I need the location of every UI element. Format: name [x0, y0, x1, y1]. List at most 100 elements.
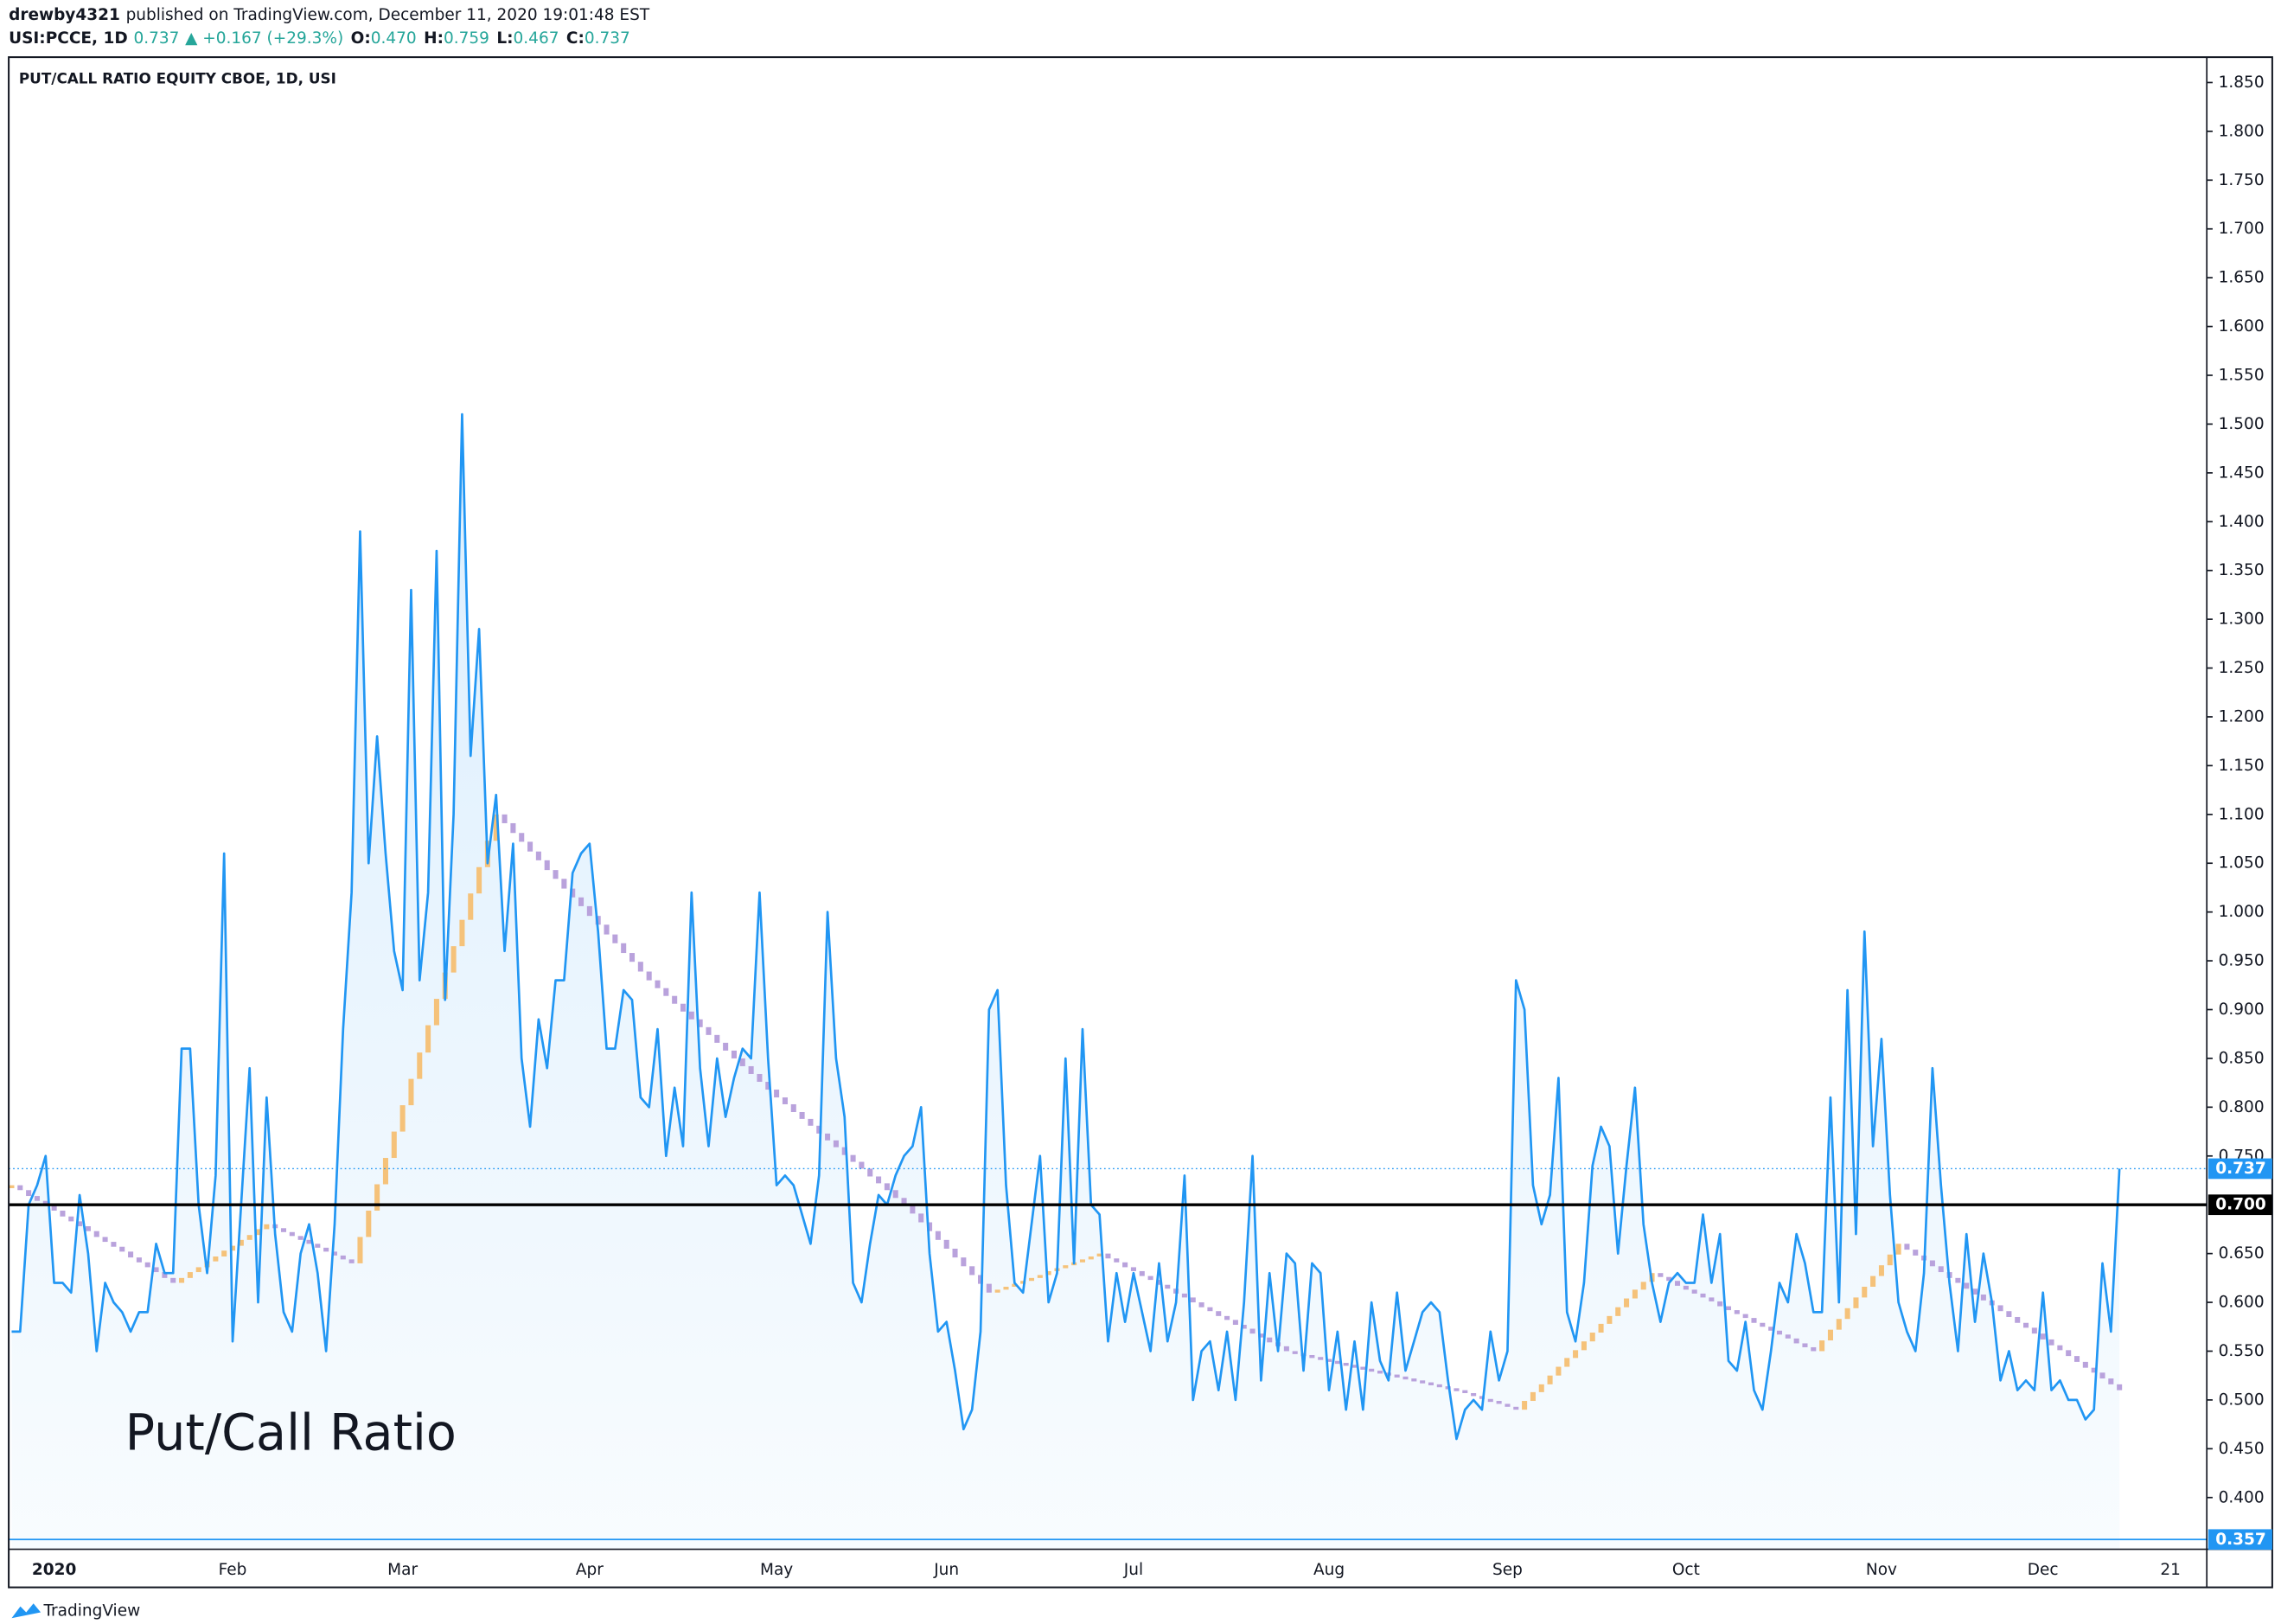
ma-step: [2091, 1367, 2097, 1373]
ma-step: [93, 1231, 99, 1237]
y-tick-label: 1.100: [2219, 805, 2265, 823]
ohlc-key: L:: [496, 29, 513, 48]
y-tick-label: 0.550: [2219, 1342, 2265, 1360]
last-price: 0.737: [133, 29, 179, 48]
ma-step: [1232, 1320, 1238, 1326]
ma-step: [238, 1239, 244, 1246]
ma-step: [85, 1226, 91, 1231]
ma-step: [646, 971, 652, 981]
ohlc-key: C:: [566, 29, 585, 48]
ma-step: [1862, 1286, 1868, 1298]
ma-step: [119, 1246, 125, 1252]
ma-step: [289, 1231, 295, 1237]
ma-step: [527, 841, 534, 852]
line: [11, 412, 2121, 1441]
y-tick-label: 0.800: [2219, 1098, 2265, 1116]
symbol-line: USI:PCCE, 1D 0.737 ▲ +0.167 (+29.3%) O:0.47…: [9, 29, 630, 48]
ma-step: [1487, 1398, 1493, 1403]
y-tick-label: 0.850: [2219, 1049, 2265, 1067]
ma-step: [408, 1078, 414, 1106]
ma-step: [1334, 1360, 1340, 1365]
ma-step: [1878, 1265, 1884, 1276]
ma-step: [1224, 1315, 1230, 1320]
y-tick-label: 1.800: [2219, 122, 2265, 140]
user: drewby4321: [9, 5, 120, 23]
ma-step: [876, 1176, 882, 1184]
ohlc-key: H:: [424, 29, 444, 48]
ma-step: [26, 1190, 32, 1197]
y-tick-label: 1.200: [2219, 707, 2265, 726]
ma-step: [2023, 1322, 2029, 1328]
ma-step: [1309, 1354, 1315, 1359]
ma-step: [1105, 1253, 1111, 1259]
ma-step: [816, 1125, 822, 1134]
ma-step: [790, 1103, 796, 1112]
y-tick-label: 1.300: [2219, 611, 2265, 629]
ma-step: [77, 1221, 83, 1227]
ma-step: [264, 1224, 270, 1230]
x-tick-label: Nov: [1866, 1561, 1897, 1579]
ma-step: [637, 962, 643, 972]
ma-step: [672, 995, 678, 1004]
ma-step: [867, 1168, 873, 1177]
ma-step: [1776, 1330, 1783, 1335]
x-tick-label: Dec: [2028, 1561, 2059, 1579]
ma-step: [629, 953, 636, 962]
ma-step: [1012, 1283, 1018, 1287]
ma-step: [918, 1213, 924, 1223]
ma-step: [1955, 1277, 1961, 1283]
ma-step: [2108, 1378, 2114, 1384]
ma-step: [195, 1267, 201, 1273]
ma-step: [1997, 1305, 2003, 1312]
ma-step: [1717, 1301, 1723, 1307]
y-tick-label: 1.600: [2219, 317, 2265, 336]
ma-step: [102, 1237, 108, 1243]
x-tick-label: Jul: [1123, 1561, 1143, 1579]
y-tick-label: 1.650: [2219, 269, 2265, 287]
ma-step: [1369, 1368, 1375, 1372]
ma-step: [493, 814, 499, 841]
ma-step: [1530, 1391, 1536, 1402]
ma-step: [570, 888, 576, 898]
ma-step: [1207, 1307, 1213, 1312]
ma-step: [1964, 1282, 1970, 1289]
logo: [11, 1603, 42, 1619]
x-tick-label: Mar: [387, 1561, 418, 1579]
ma-step: [927, 1222, 933, 1231]
y-tick-label: 1.400: [2219, 513, 2265, 531]
ma-step: [1683, 1285, 1689, 1290]
ma-step: [17, 1185, 23, 1191]
ma-step: [374, 1184, 380, 1211]
ma-step: [706, 1026, 712, 1035]
footer-logo: [11, 1603, 42, 1619]
price-label-box: [2208, 1194, 2272, 1216]
y-tick-label: 1.150: [2219, 757, 2265, 775]
ma-step: [315, 1244, 321, 1248]
ma-step: [1556, 1366, 1562, 1376]
ma-step: [1292, 1351, 1298, 1354]
ma-step: [2057, 1345, 2063, 1351]
ma-step: [348, 1259, 355, 1263]
ma-step: [688, 1011, 694, 1020]
ma-step: [1198, 1302, 1204, 1308]
y-tick-label: 0.400: [2219, 1488, 2265, 1506]
ma-step: [1853, 1297, 1859, 1308]
ma-step: [553, 870, 559, 879]
ma-step: [1691, 1289, 1697, 1294]
ma-step: [1513, 1406, 1519, 1410]
ma-step: [1479, 1396, 1485, 1399]
x-tick-label: Apr: [576, 1561, 604, 1579]
y-tick-label: 0.600: [2219, 1294, 2265, 1312]
ma-step: [969, 1266, 975, 1276]
header-line: drewby4321 published on TradingView.com, …: [9, 5, 650, 23]
x-tick-label: May: [760, 1561, 793, 1579]
ma-step: [859, 1161, 865, 1169]
ma-step: [1258, 1333, 1264, 1338]
ma-step: [366, 1210, 372, 1237]
ma-step: [229, 1245, 236, 1251]
ma-step: [162, 1272, 168, 1278]
ma-step: [391, 1131, 397, 1159]
ma-step: [1096, 1253, 1102, 1257]
ma-step: [825, 1133, 831, 1141]
